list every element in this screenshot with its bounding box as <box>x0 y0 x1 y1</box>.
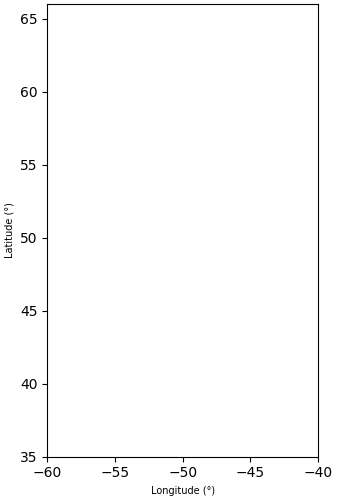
Y-axis label: Latitude (°): Latitude (°) <box>4 202 14 258</box>
X-axis label: Longitude (°): Longitude (°) <box>151 486 215 496</box>
